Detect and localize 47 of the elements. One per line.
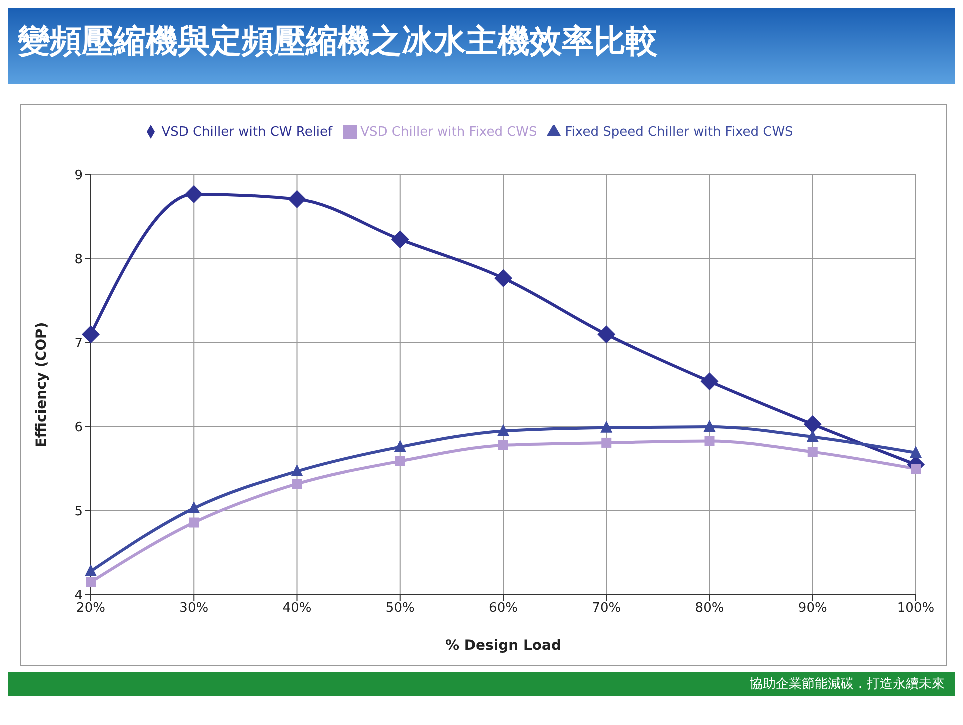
- legend-label: VSD Chiller with CW Relief: [162, 125, 333, 140]
- point: [602, 438, 612, 448]
- point: [700, 372, 719, 391]
- legend-label: Fixed Speed Chiller with Fixed CWS: [565, 125, 794, 140]
- point: [292, 479, 302, 490]
- point: [804, 415, 822, 434]
- point: [86, 577, 96, 588]
- point: [911, 464, 921, 474]
- point: [598, 326, 616, 344]
- point: [910, 446, 922, 458]
- y-tick-label: 5: [74, 504, 83, 520]
- x-axis-title: % Design Load: [445, 638, 562, 654]
- point: [704, 436, 715, 446]
- x-tick-label: 80%: [695, 601, 724, 616]
- x-tick-label: 70%: [592, 601, 622, 616]
- x-tick-label: 90%: [798, 601, 828, 616]
- point: [498, 424, 510, 436]
- point: [85, 564, 97, 576]
- x-tick-label: 30%: [180, 601, 209, 616]
- point: [600, 420, 613, 433]
- x-tick-label: 100%: [897, 601, 935, 616]
- point: [808, 447, 818, 458]
- point: [189, 518, 200, 528]
- point: [288, 190, 306, 208]
- y-tick-label: 7: [74, 336, 83, 352]
- y-tick-label: 6: [74, 420, 83, 436]
- x-tick-label: 50%: [386, 601, 415, 616]
- point: [494, 269, 512, 288]
- y-tick-label: 8: [74, 252, 83, 268]
- point: [395, 456, 406, 466]
- point: [82, 326, 100, 344]
- point: [188, 501, 200, 514]
- text: 協助企業節能減碳．打造永續未來: [8, 672, 955, 696]
- legend-label: VSD Chiller with Fixed CWS: [360, 125, 538, 140]
- point: [498, 440, 508, 450]
- y-tick-label: 9: [74, 168, 83, 184]
- point: [391, 230, 410, 249]
- y-axis-title: Efficiency (COP): [34, 322, 50, 448]
- point: [704, 420, 716, 432]
- x-tick-label: 60%: [489, 601, 518, 616]
- x-tick-label: 20%: [76, 601, 106, 616]
- point: [291, 464, 304, 477]
- point: [806, 430, 819, 442]
- point: [394, 440, 406, 452]
- chart-title: 變頻壓縮機與定頻壓縮機之冰水主機效率比較: [8, 8, 955, 84]
- point: [185, 185, 204, 204]
- x-tick-label: 40%: [282, 601, 312, 616]
